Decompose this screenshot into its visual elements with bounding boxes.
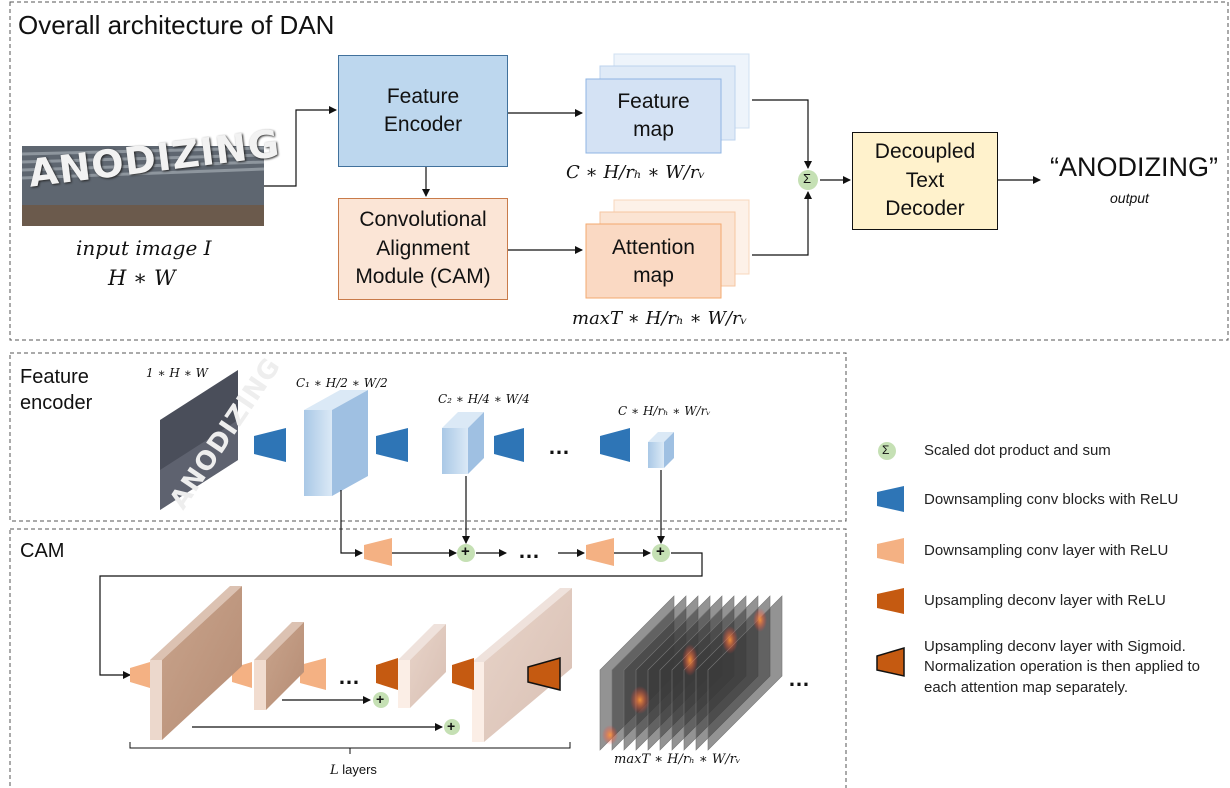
encoder-label-line-2: encoder [20, 392, 93, 414]
encoder-dims-1: C₁ ∗ H/2 ∗ W/2 [296, 376, 388, 390]
cam-line-2: Alignment [376, 236, 470, 260]
encoder-dims-2: C₂ ∗ H/4 ∗ W/4 [438, 392, 530, 406]
page-title: Overall architecture of DAN [18, 10, 335, 40]
output-text: “ANODIZING” [1050, 152, 1218, 182]
cam-slab-small-2 [398, 624, 446, 708]
cam-output-dims: maxT ∗ H/rₕ ∗ W/rᵥ [614, 752, 741, 767]
encoder-blue-blocks [254, 428, 630, 462]
input-image-label: input image I [76, 236, 212, 260]
feature-encoder-line-1: Feature [386, 84, 460, 108]
feature-map-dims: C ∗ H/rₕ ∗ W/rᵥ [566, 162, 706, 183]
input-label-var: I [203, 236, 212, 260]
attention-output-stack [599, 595, 783, 751]
layers-text: layers [338, 762, 377, 777]
legend-item-sigmoid: Upsampling deconv layer with Sigmoid. No… [924, 638, 1200, 696]
cam-ellipsis-mid: … [338, 664, 360, 689]
encoder-label-line-1: Feature [20, 366, 89, 388]
cam-slab-big-1 [150, 586, 242, 740]
cam-peach-blocks-top [364, 538, 614, 566]
cam-label: CAM [20, 540, 65, 562]
encoder-dims-in: 1 ∗ H ∗ W [146, 366, 209, 380]
attention-map-label: Attention map [586, 228, 721, 296]
input-label-text: input image [76, 236, 198, 260]
layers-var: L [330, 763, 339, 778]
output-label: output [1110, 190, 1149, 206]
cam-orange-blocks [376, 658, 474, 690]
skip-sum-1-plus: + [376, 691, 385, 707]
decoder-line-2: Text [905, 168, 945, 192]
cam-section-border [9, 528, 847, 788]
legend-item-peach: Downsampling conv layer with ReLU [924, 542, 1169, 559]
cam-ellipsis-right: … [788, 666, 810, 691]
top-input-image [21, 146, 265, 226]
skip-sum-1 [373, 692, 389, 708]
sum-node-1 [457, 544, 475, 562]
cam-ellipsis-top: … [518, 538, 540, 563]
attention-map-line-1: Attention [612, 235, 695, 259]
cam-box: Convolutional Alignment Module (CAM) [338, 198, 508, 300]
encoder-section-border [9, 352, 847, 522]
sum-node-2-plus: + [656, 543, 665, 560]
legend-sum-symbol: Σ [882, 443, 890, 457]
layers-label: L layers [330, 762, 377, 778]
feature-map-stack [585, 53, 750, 154]
decoder-box: Decoupled Text Decoder [852, 132, 998, 230]
decoder-line-1: Decoupled [874, 140, 976, 164]
sum-node-2 [652, 544, 670, 562]
sum-node-1-plus: + [461, 543, 470, 560]
encoder-label: Feature encoder [20, 364, 92, 416]
legend-outlined-trapezoid-icon [876, 646, 905, 677]
encoder-slab-2 [442, 412, 484, 474]
cam-line-1: Convolutional [359, 208, 487, 232]
attention-map-line-2: map [633, 264, 674, 287]
top-section-border [9, 1, 1229, 341]
decoder-line-3: Decoder [885, 197, 965, 221]
feature-map-line-2: map [633, 118, 674, 141]
legend-item-blue: Downsampling conv blocks with ReLU [924, 491, 1179, 508]
feature-map-label: Feature map [586, 82, 721, 150]
legend-peach-trapezoid-icon [877, 538, 904, 564]
cam-slab-small-1 [254, 622, 304, 710]
cam-sigmoid-block [527, 657, 561, 691]
top-sum-circle [798, 170, 818, 190]
feature-encoder-line-2: Encoder [383, 113, 463, 136]
encoder-dims-out: C ∗ H/rₕ ∗ W/rᵥ [618, 404, 711, 418]
attention-map-dims: maxT ∗ H/rₕ ∗ W/rᵥ [572, 308, 748, 329]
input-dims: H ∗ W [108, 266, 176, 290]
legend-orange-trapezoid-icon [877, 588, 904, 614]
top-sum-symbol: Σ [803, 171, 812, 186]
legend-blue-trapezoid-icon [877, 486, 904, 512]
encoder-input-image [160, 370, 238, 510]
legend-item-orange: Upsampling deconv layer with ReLU [924, 592, 1166, 609]
cam-line-3: Module (CAM) [355, 265, 491, 289]
encoder-slab-1 [304, 390, 368, 496]
layers-brace [129, 742, 571, 754]
feature-map-line-1: Feature [617, 89, 690, 113]
legend-sum-circle-icon [878, 442, 896, 460]
skip-sum-2 [444, 719, 460, 735]
skip-sum-2-plus: + [447, 718, 456, 734]
encoder-ellipsis: … [548, 434, 570, 459]
legend-item-sum: Scaled dot product and sum [924, 442, 1111, 459]
encoder-slab-3 [648, 432, 674, 468]
cam-slab-big-2 [472, 588, 572, 742]
feature-encoder-box: Feature Encoder [338, 55, 508, 167]
attention-map-stack [585, 199, 750, 299]
